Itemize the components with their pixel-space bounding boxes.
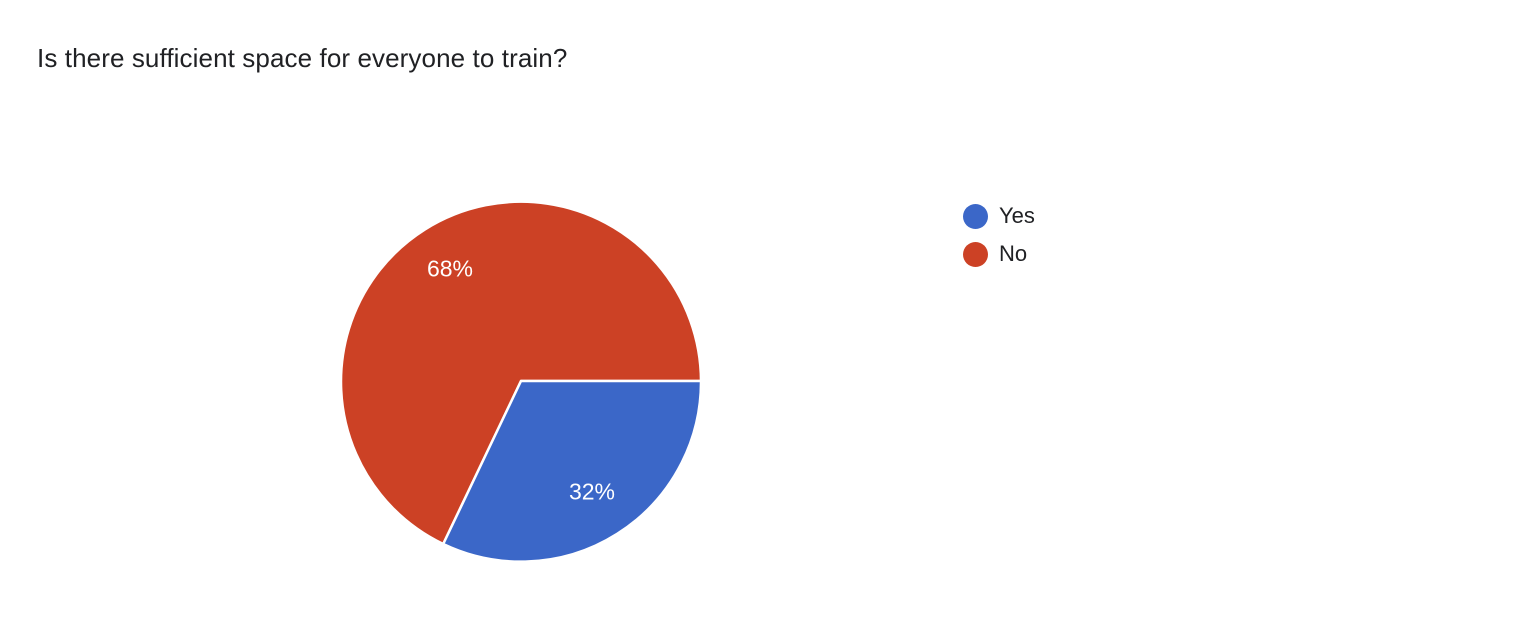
legend-swatch-no-icon — [963, 241, 988, 267]
legend-swatch-yes-icon — [963, 203, 988, 229]
pie-slice-no[interactable] — [339, 200, 703, 546]
pie-chart: 68% 32% — [331, 191, 711, 571]
page-title: Is there sufficient space for everyone t… — [37, 43, 568, 73]
pie-slice-yes[interactable] — [441, 379, 703, 563]
chart-legend: Yes No — [963, 197, 1035, 273]
legend-item-yes[interactable]: Yes — [963, 197, 1035, 235]
legend-label-yes: Yes — [999, 203, 1035, 228]
legend-label-no: No — [999, 241, 1028, 266]
pie-chart-svg — [339, 200, 703, 563]
legend-item-no[interactable]: No — [963, 235, 1035, 273]
